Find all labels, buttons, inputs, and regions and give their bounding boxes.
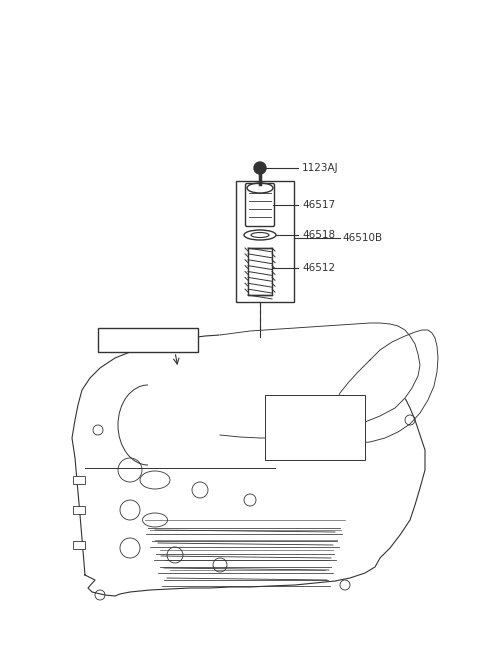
- Polygon shape: [220, 323, 420, 438]
- Text: 46518: 46518: [302, 230, 335, 240]
- FancyArrow shape: [73, 506, 85, 514]
- Text: 46510B: 46510B: [342, 233, 382, 243]
- Text: 1123AJ: 1123AJ: [302, 163, 338, 173]
- Bar: [236, 181, 294, 302]
- Text: 46517: 46517: [302, 200, 335, 210]
- Circle shape: [254, 162, 266, 174]
- Bar: [265, 395, 365, 460]
- Bar: [248, 248, 272, 295]
- FancyArrow shape: [73, 541, 85, 549]
- Text: 46512: 46512: [302, 263, 335, 273]
- Polygon shape: [72, 334, 425, 596]
- FancyArrow shape: [73, 476, 85, 484]
- Bar: [98, 328, 198, 352]
- Text: REF.43-430: REF.43-430: [115, 335, 181, 345]
- FancyBboxPatch shape: [245, 183, 275, 227]
